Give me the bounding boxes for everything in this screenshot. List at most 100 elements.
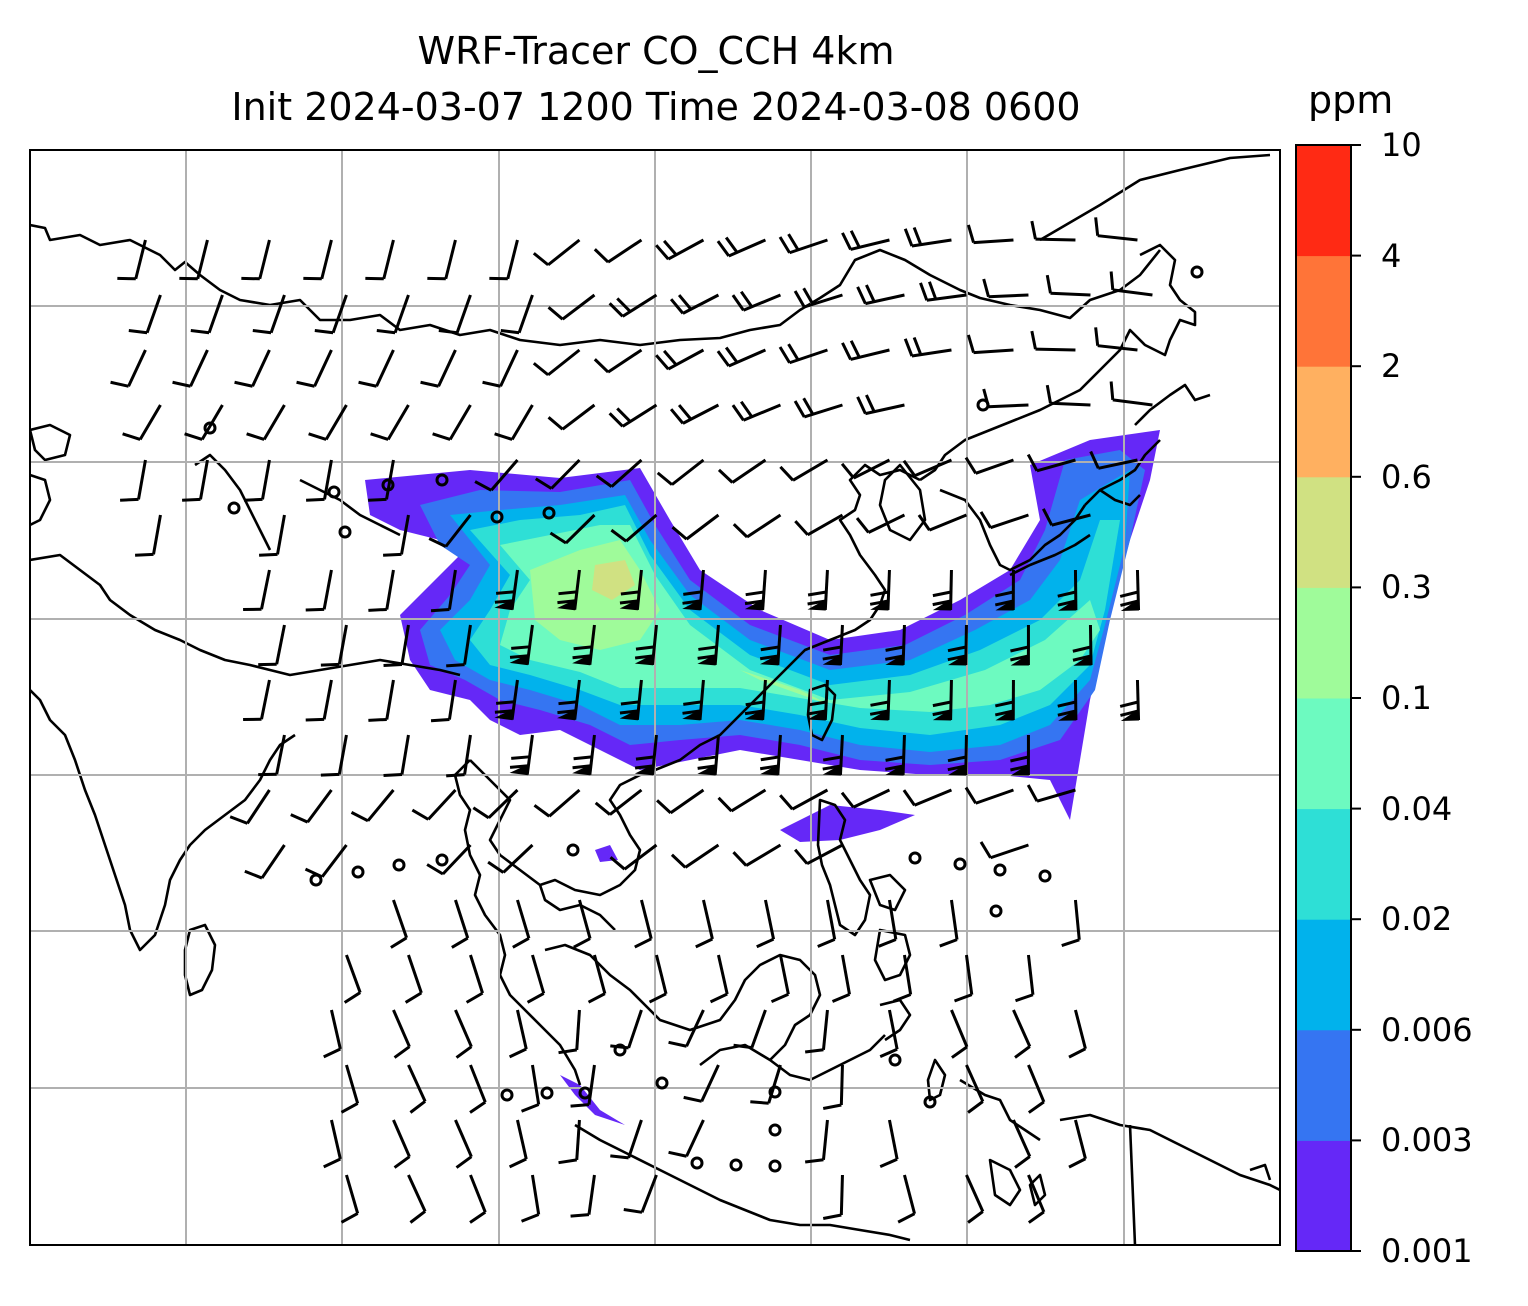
wind-barb [122,404,162,441]
wind-barb [1045,274,1091,297]
wind-barb [994,569,1015,611]
wind-barb [1010,734,1030,776]
wind-barb [365,239,395,281]
wind-barb [744,679,767,721]
wind-barb [1094,327,1138,352]
wind-barb [323,1119,342,1169]
wind-barb [744,569,767,611]
wind-barb [964,786,1014,805]
wind-barb [465,954,484,1004]
wind-barb [595,458,643,488]
calm-wind-marker [351,865,365,879]
colorbar [1295,144,1361,1252]
colorbar-tick-label: 10 [1381,126,1422,164]
calm-wind-marker [1190,265,1204,279]
wind-barb [534,458,581,490]
wind-barb [547,293,596,321]
wind-barb [793,397,843,419]
wind-barb [368,459,395,502]
wind-barb [314,294,348,335]
wind-barb [855,513,906,534]
wind-barb [533,788,581,818]
wind-barb [446,624,472,668]
wind-barb [494,404,534,441]
wind-barb [759,624,782,666]
wind-barb [1119,569,1141,611]
wind-barb [709,954,729,1004]
wind-barb [370,404,410,441]
wind-barb [623,1174,658,1214]
wind-barb [1057,569,1078,611]
calm-wind-marker [327,485,341,499]
calm-wind-marker [768,1159,782,1173]
wind-barb [982,278,1029,299]
wind-barb [451,899,470,949]
wind-barb [979,511,1029,530]
wind-barb [1012,1009,1032,1059]
wind-barb [656,788,705,815]
calm-wind-marker [566,843,580,857]
wind-barb [831,954,851,1003]
wind-barb [368,679,395,722]
wind-barb [258,624,286,667]
colorbar-segment [1296,587,1351,699]
wind-barb [1015,954,1035,1003]
plume-level-5 [500,525,1100,712]
wind-barb [184,404,224,441]
wind-barb [994,679,1015,721]
calm-wind-marker [392,858,406,872]
wind-barb [770,954,790,1004]
wind-barb [252,294,286,335]
colorbar-segment [1296,476,1351,588]
wind-barb [794,513,844,537]
wind-barb [368,569,395,612]
wind-barb [953,954,974,1003]
wind-barb [965,1064,985,1114]
calm-wind-marker [888,1053,902,1067]
wind-barb [840,788,891,809]
wind-barb [610,513,658,543]
wind-barb [822,1064,844,1110]
calm-wind-marker [542,506,556,520]
wind-barb [454,1009,473,1059]
wind-barb [383,734,410,777]
wind-barb [572,624,596,666]
colorbar-tick-label: 0.006 [1381,1010,1473,1049]
wind-barb [258,734,286,777]
wind-barb [885,624,906,666]
wind-barb [982,388,1029,409]
wind-barb [793,287,843,309]
wind-barb [392,1009,411,1059]
wind-barb [407,1064,427,1114]
wind-barb [243,679,271,722]
wind-barb [407,1174,427,1224]
wind-barb [731,290,782,312]
wind-barb [610,1009,643,1050]
wind-barb [340,1064,360,1114]
wind-barb [1068,1009,1087,1059]
wind-barb [1030,220,1076,242]
wind-barb [573,899,592,949]
wind-barb [526,954,546,1004]
wind-barb [840,458,891,480]
wind-barb [426,843,472,876]
wind-barb [717,458,767,484]
wind-barb [500,294,534,335]
plume-south-1 [780,805,915,842]
wind-barb [179,239,209,281]
wind-barb [323,1009,342,1059]
wind-barb [508,1119,528,1169]
wind-barb [648,954,668,1004]
wind-barb [340,1174,360,1224]
wind-barb [822,624,844,666]
wind-barb [1119,679,1141,721]
wind-barb [246,404,286,441]
wind-barb [731,400,782,422]
wind-barb [558,1119,581,1165]
wind-barb [1030,330,1076,352]
wind-barb [430,679,457,723]
wind-barb [609,843,658,871]
wind-barb [697,734,720,776]
wind-barb [508,1009,528,1059]
calm-wind-marker [953,857,967,871]
